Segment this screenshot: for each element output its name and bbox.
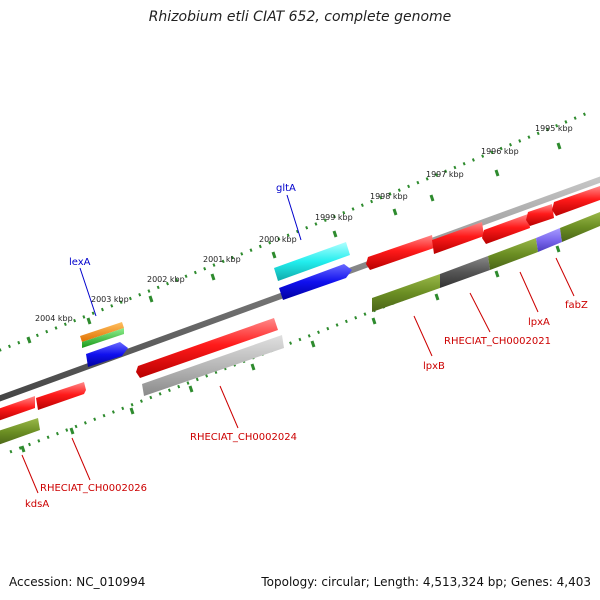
gene-block [372,274,440,312]
gene-block [432,222,484,254]
scale-label-1999: 1999 kbp [315,213,353,222]
gene-block [36,382,86,410]
gene-block [0,418,40,445]
gene-block [536,228,562,252]
accession-label: Accession: NC_010994 [9,575,146,589]
gene-label-rheciat-ch0002026[interactable]: RHECIAT_CH0002026 [40,483,147,494]
gene-block [142,335,284,396]
gene-block [552,186,600,216]
gene-block [482,214,530,244]
gene-label-fabz[interactable]: fabZ [565,300,588,311]
scale-label-2004: 2004 kbp [35,314,73,323]
gene-label-rheciat-ch0002021[interactable]: RHECIAT_CH0002021 [444,336,551,347]
gene-label-lpxa[interactable]: lpxA [528,317,550,328]
inner-scale-ticks [20,245,561,453]
gene-block [0,396,35,421]
gene-block [560,212,600,242]
feature-block-blue [279,264,352,300]
gene-block [366,235,434,270]
topology-label: Topology: circular; Length: 4,513,324 bp… [261,575,591,589]
scale-label-1996: 1996 kbp [481,147,519,156]
scale-label-1998: 1998 kbp [370,192,408,201]
gene-label-glta[interactable]: gltA [276,183,296,194]
gene-blocks-reverse [0,212,600,445]
scale-label-2002: 2002 kbp [147,275,185,284]
gene-label-kdsa[interactable]: kdsA [25,499,49,510]
scale-label-1995: 1995 kbp [535,124,573,133]
scale-label-2000: 2000 kbp [259,235,297,244]
gene-block [488,238,538,270]
feature-block-green [82,328,124,348]
gene-block [526,204,554,226]
page-title: Rhizobium etli CIAT 652, complete genome [148,9,452,25]
label-connectors [21,194,575,494]
gene-label-lexa[interactable]: lexA [69,257,91,268]
gene-label-lpxb[interactable]: lpxB [423,361,445,372]
feature-block-blue [86,342,128,367]
scale-label-2003: 2003 kbp [91,295,129,304]
gene-block [440,256,490,288]
scale-label-2001: 2001 kbp [203,255,241,264]
feature-block-cyan [274,242,350,281]
gene-block [136,318,278,378]
feature-blocks [80,242,352,367]
gene-label-rheciat-ch0002024[interactable]: RHECIAT_CH0002024 [190,432,297,443]
gene-blocks-forward [0,186,600,421]
feature-block-orange [80,322,124,342]
scale-label-1997: 1997 kbp [426,170,464,179]
outer-scale-ticks [26,142,562,344]
